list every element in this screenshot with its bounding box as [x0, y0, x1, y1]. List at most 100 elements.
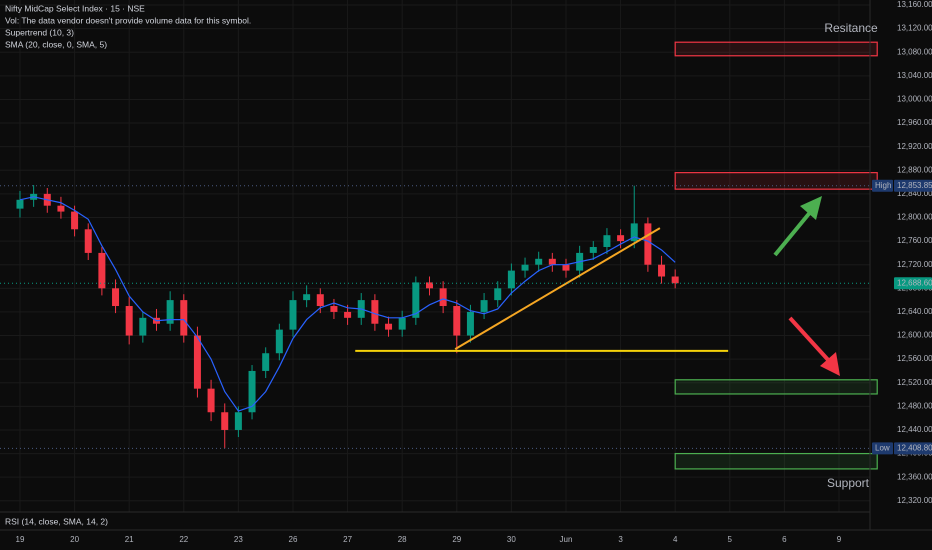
price-label-box: [894, 442, 932, 455]
candle-body: [84, 229, 92, 253]
level-box: [674, 172, 878, 190]
y-tick-label: 12,440.00: [897, 425, 932, 434]
candle-body: [234, 412, 242, 430]
candle-body: [412, 282, 420, 318]
candle-body: [630, 223, 638, 242]
x-tick-label: 6: [782, 535, 787, 544]
candle-body: [371, 300, 379, 324]
x-tick-label: 21: [125, 535, 134, 544]
candle-body: [180, 300, 188, 336]
y-tick-label: 12,600.00: [897, 331, 932, 340]
candle-body: [125, 306, 133, 336]
lower-pane-title: RSI (14, close, SMA, 14, 2): [5, 516, 108, 526]
y-tick-label: 12,960.00: [897, 118, 932, 127]
level-box: [674, 41, 878, 57]
price-label: 12,688.60: [897, 278, 932, 287]
candle-body: [480, 300, 488, 312]
candle-body: [385, 323, 393, 330]
candle-body: [617, 235, 625, 242]
candle-body: [262, 353, 270, 371]
candle-body: [398, 317, 406, 330]
y-tick-label: 13,160.00: [897, 0, 932, 9]
y-tick-label: 12,560.00: [897, 354, 932, 363]
candle-body: [589, 246, 597, 253]
candle-body: [453, 306, 461, 336]
legend-line: Vol: The data vendor doesn't provide vol…: [5, 15, 251, 25]
candle-body: [193, 335, 201, 389]
candle-body: [344, 311, 352, 318]
candle-body: [248, 370, 256, 413]
y-tick-label: 12,920.00: [897, 142, 932, 151]
price-label-box: [894, 179, 932, 192]
candle-body: [221, 412, 229, 430]
sma-line: [19, 196, 676, 412]
price-label: 12,408.80: [897, 443, 932, 452]
annotation: Support: [827, 476, 870, 490]
x-tick-label: 23: [234, 535, 243, 544]
candle-body: [521, 264, 529, 271]
level-box: [674, 379, 878, 395]
red-arrow: [788, 316, 840, 376]
candle-body: [289, 300, 297, 330]
x-tick-label: 29: [452, 535, 461, 544]
y-tick-label: 13,040.00: [897, 71, 932, 80]
level-box: [674, 452, 878, 470]
candle-body: [166, 300, 174, 324]
plot: [0, 41, 878, 470]
y-tick-label: 12,760.00: [897, 236, 932, 245]
grid: [0, 0, 870, 512]
candle-body: [98, 252, 106, 289]
candle-body: [112, 288, 120, 307]
y-tick-label: 12,640.00: [897, 307, 932, 316]
x-tick-label: 20: [70, 535, 79, 544]
candle-body: [644, 223, 652, 265]
candle-body: [316, 294, 324, 307]
y-tick-label: 12,320.00: [897, 496, 932, 505]
x-tick-label: Jun: [560, 535, 573, 544]
candle-body: [658, 264, 666, 277]
y-tick-label: 12,840.00: [897, 189, 932, 198]
candle-body: [330, 306, 338, 312]
candle-body: [548, 258, 556, 265]
candle-body: [439, 288, 447, 307]
x-tick-label: 5: [728, 535, 733, 544]
candle-body: [507, 270, 515, 289]
trend-line: [454, 227, 661, 350]
candle-body: [275, 329, 283, 354]
candle-body: [71, 211, 79, 230]
candle-body: [466, 311, 474, 336]
x-tick-label: 26: [289, 535, 298, 544]
candle-body: [535, 258, 543, 265]
candle-body: [671, 276, 679, 284]
y-tick-label: 13,080.00: [897, 47, 932, 56]
x-tick-label: 9: [837, 535, 842, 544]
candle-body: [603, 235, 611, 247]
x-tick-label: 27: [343, 535, 352, 544]
y-tick-label: 12,800.00: [897, 213, 932, 222]
price-tag: Low: [875, 443, 890, 452]
price-tag-box: [872, 442, 893, 455]
candle-body: [57, 205, 65, 212]
y-tick-label: 12,880.00: [897, 165, 932, 174]
green-arrow: [773, 196, 822, 257]
candle-body: [303, 294, 311, 301]
x-tick-label: 19: [16, 535, 25, 544]
candle-body: [207, 388, 215, 413]
price-label: 12,853.85: [897, 181, 932, 190]
candle-body: [16, 199, 24, 209]
x-tick-label: 28: [398, 535, 407, 544]
y-tick-label: 13,120.00: [897, 24, 932, 33]
y-tick-label: 12,720.00: [897, 260, 932, 269]
y-tick-label: 12,520.00: [897, 378, 932, 387]
y-tick-label: 12,480.00: [897, 401, 932, 410]
x-tick-label: 4: [673, 535, 678, 544]
y-tick-label: 13,000.00: [897, 95, 932, 104]
y-tick-label: 12,360.00: [897, 472, 932, 481]
candle-body: [425, 282, 433, 289]
x-tick-label: 3: [618, 535, 623, 544]
candle-body: [562, 264, 570, 271]
candle-body: [494, 288, 502, 301]
candle-body: [139, 317, 147, 336]
